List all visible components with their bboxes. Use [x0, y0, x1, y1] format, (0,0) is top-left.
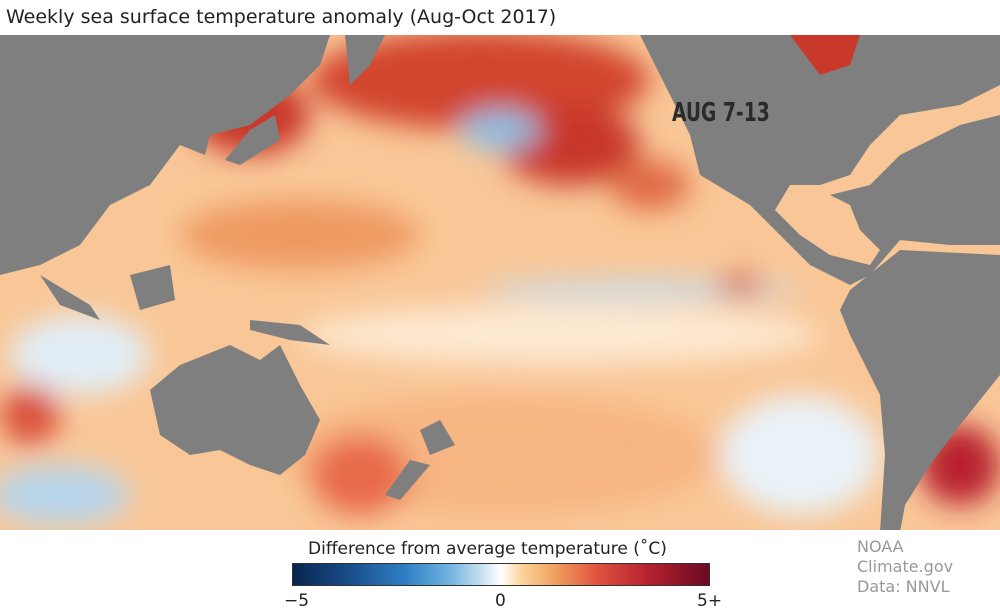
map-bottom-edge: [0, 530, 1000, 532]
credit: NOAA Climate.gov Data: NNVL: [857, 537, 1000, 597]
land-south-america: [840, 250, 1000, 532]
legend-color-bar: [292, 563, 710, 586]
week-label: AUG 7-13: [672, 98, 770, 128]
legend-tick-min: −5: [284, 591, 310, 611]
land-kamchatka: [345, 35, 385, 85]
land-new-zealand: [385, 420, 455, 500]
legend-tick-max: 5+: [697, 591, 723, 611]
credit-source: NOAA Climate.gov: [857, 537, 954, 576]
legend-tick-zero: 0: [495, 591, 506, 611]
land-australia: [150, 345, 320, 475]
land-asia: [0, 35, 330, 275]
land-north-america: [640, 35, 1000, 285]
land-borneo: [130, 265, 175, 310]
legend-title: Difference from average temperature (˚C): [308, 539, 667, 559]
land: [0, 35, 1000, 532]
land-new-guinea: [250, 320, 330, 345]
credit-data: Data: NNVL: [857, 577, 950, 596]
land-greenland: [790, 35, 860, 75]
land-japan: [225, 115, 280, 165]
map-title: Weekly sea surface temperature anomaly (…: [6, 6, 557, 28]
sst-map: [0, 35, 1000, 532]
land-sumatra: [40, 275, 100, 320]
